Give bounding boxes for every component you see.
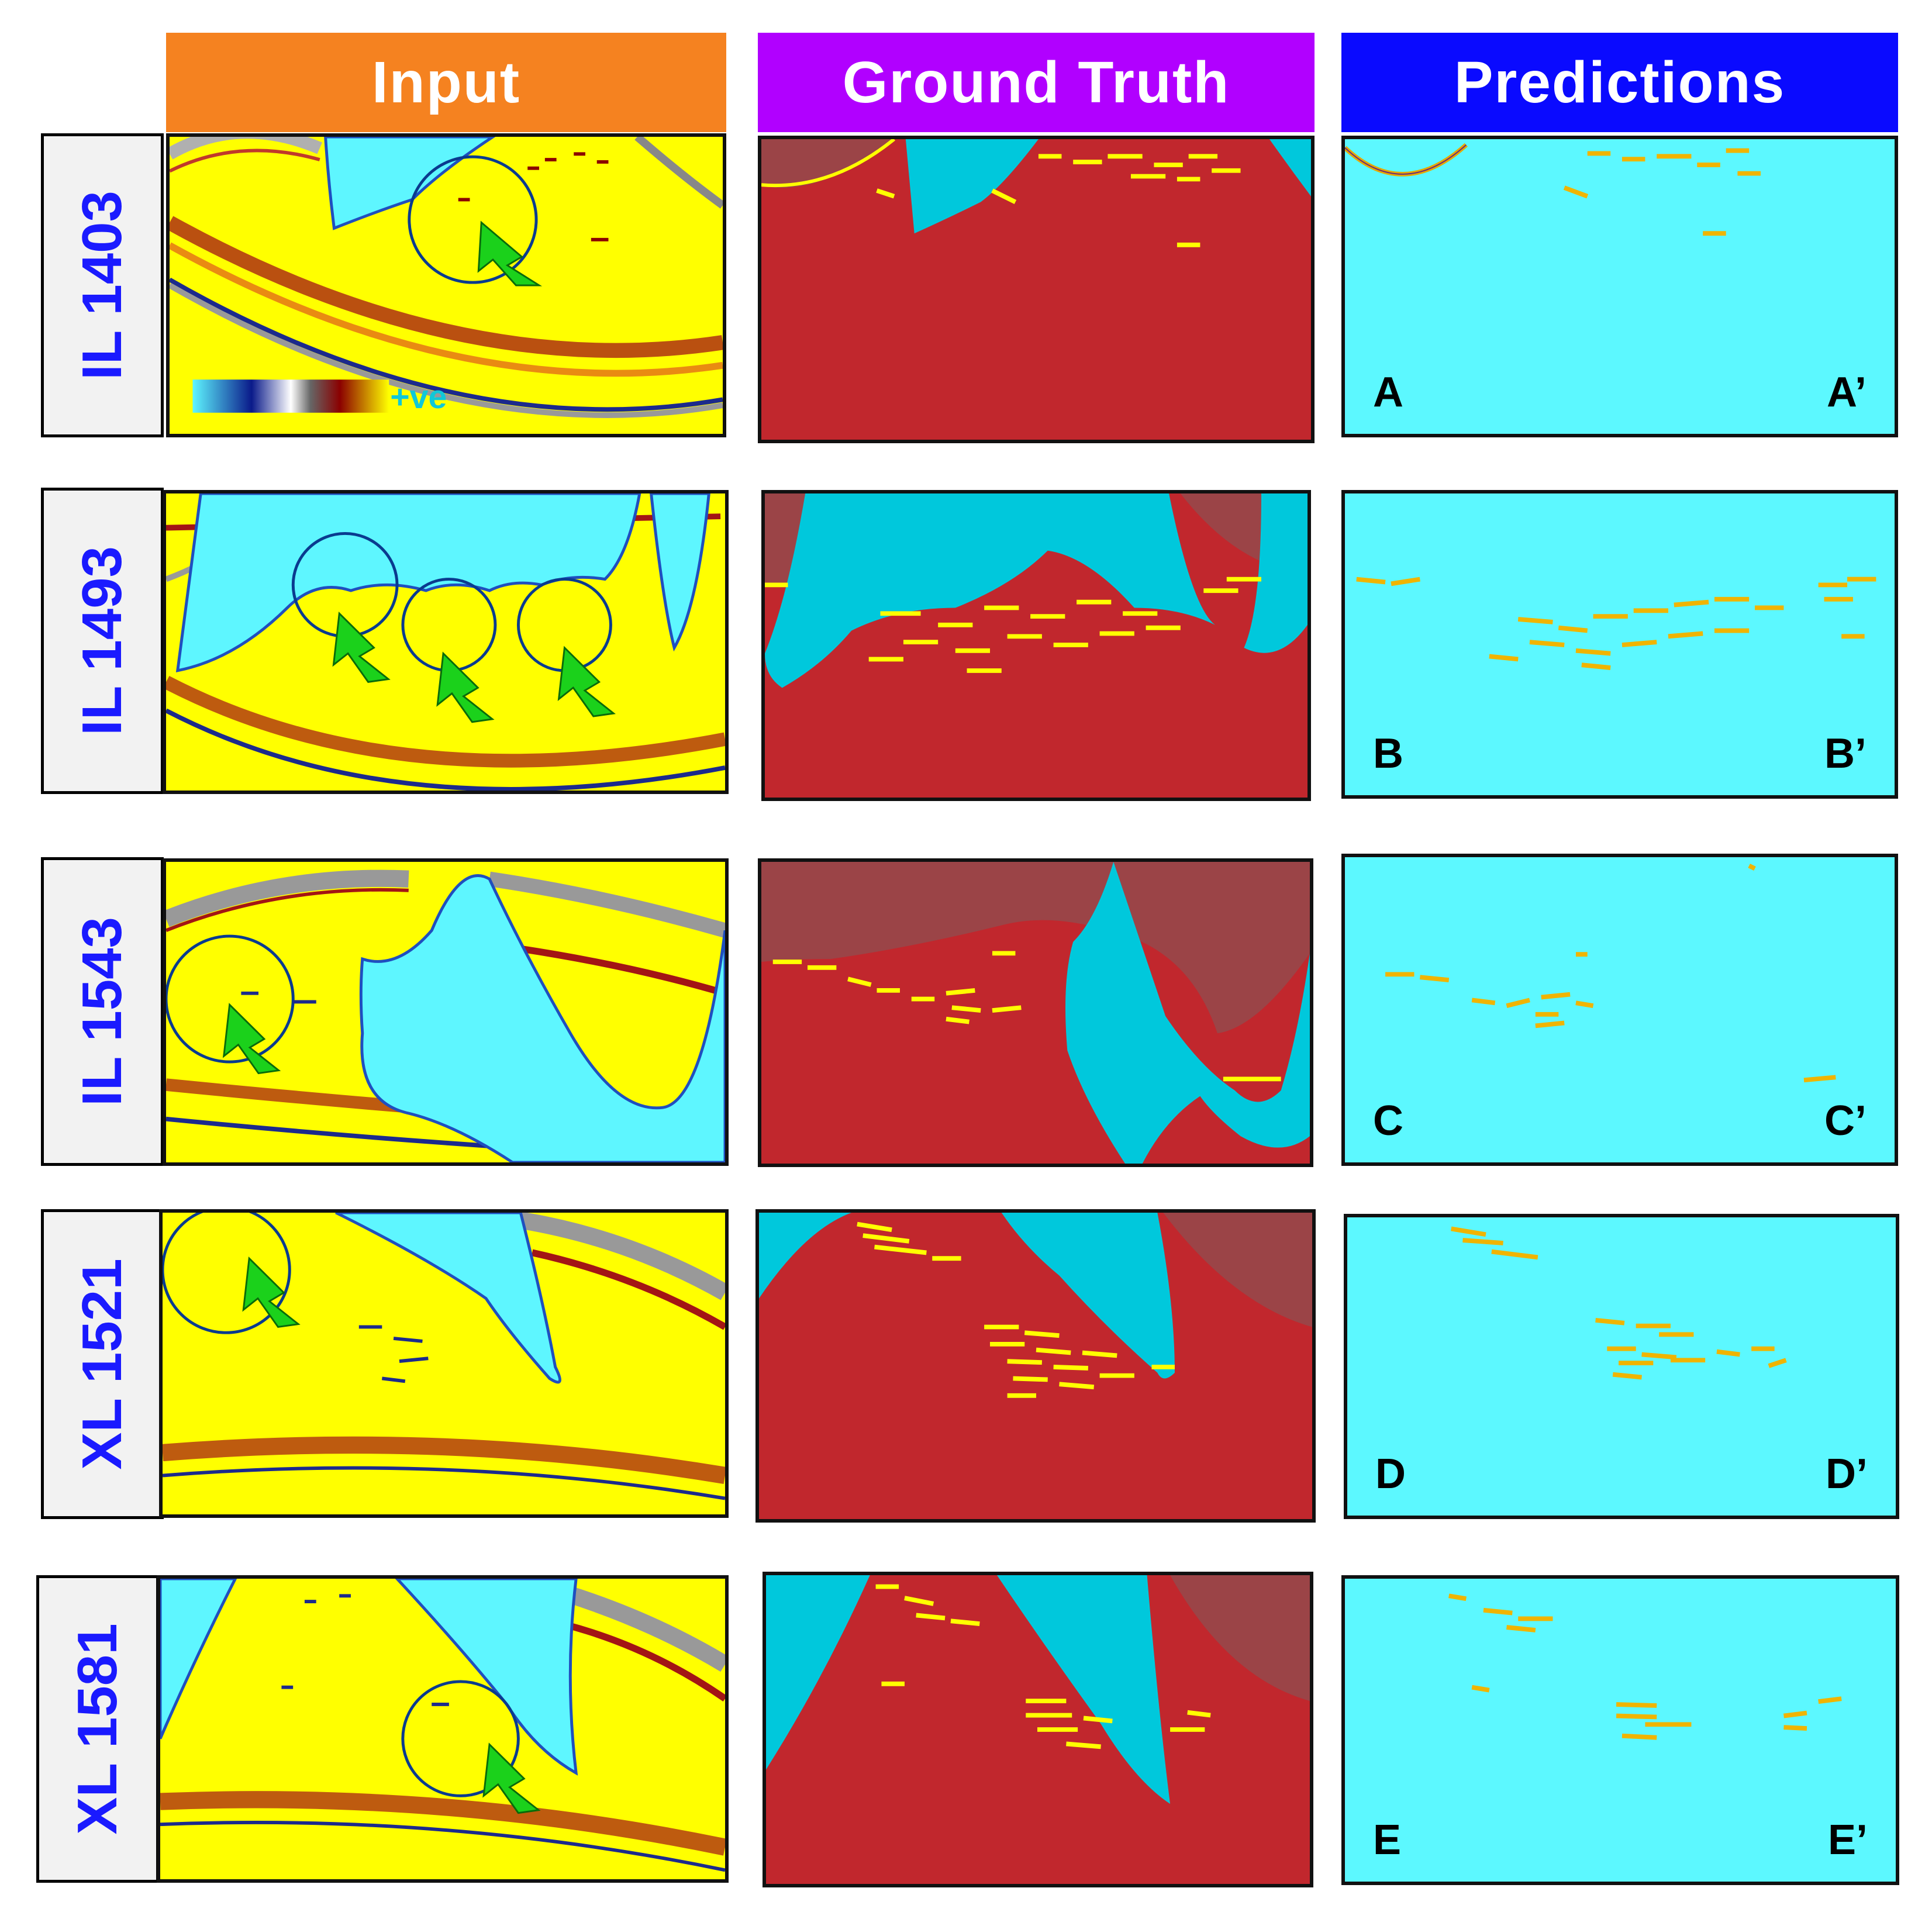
ground-truth-image xyxy=(766,1575,1310,1884)
ground-truth-panel-4 xyxy=(755,1209,1316,1523)
ground-truth-header-label: Ground Truth xyxy=(842,49,1230,115)
section-end-marker: E’ xyxy=(1827,1817,1868,1863)
section-start-marker: B xyxy=(1373,730,1403,777)
predictions-header: Predictions xyxy=(1341,33,1898,132)
seismic-input-image: +ve xyxy=(170,137,723,434)
ground-truth-panel-2 xyxy=(761,490,1311,801)
row-label-3: IL 1543 xyxy=(41,857,164,1166)
ground-truth-image xyxy=(761,862,1310,1164)
row-label-text: XL 1521 xyxy=(71,1258,133,1470)
seismic-input-image xyxy=(160,1579,725,1879)
input-panel-2 xyxy=(163,490,729,794)
row-label-text: IL 1543 xyxy=(71,917,133,1106)
prediction-image xyxy=(1345,493,1895,795)
input-header: Input xyxy=(166,33,726,132)
section-end-marker: C’ xyxy=(1824,1097,1867,1144)
section-start-marker: E xyxy=(1373,1817,1402,1863)
seismic-input-image xyxy=(163,1213,725,1514)
section-start-marker: A xyxy=(1373,369,1403,416)
ground-truth-panel-3 xyxy=(758,858,1313,1167)
prediction-image xyxy=(1345,139,1895,434)
prediction-image xyxy=(1345,1579,1896,1882)
row-label-4: XL 1521 xyxy=(41,1209,164,1519)
prediction-panel-3: C C’ xyxy=(1341,854,1898,1166)
colorbar-label: +ve xyxy=(390,378,447,416)
predictions-header-label: Predictions xyxy=(1454,49,1786,115)
prediction-panel-5: E E’ xyxy=(1341,1575,1899,1885)
prediction-panel-4: D D’ xyxy=(1344,1214,1899,1519)
row-label-text: IL 1493 xyxy=(71,546,133,736)
seismic-input-image xyxy=(166,862,725,1162)
input-panel-1: +ve xyxy=(166,133,726,437)
ground-truth-panel-5 xyxy=(763,1572,1313,1887)
colorbar xyxy=(192,379,389,413)
row-label-2: IL 1493 xyxy=(41,488,164,794)
input-panel-3 xyxy=(163,858,729,1166)
input-panel-4 xyxy=(159,1209,729,1518)
ground-truth-panel-1 xyxy=(758,136,1315,443)
ground-truth-image xyxy=(759,1213,1312,1519)
prediction-panel-1: A A’ xyxy=(1341,136,1898,437)
ground-truth-image xyxy=(761,139,1311,440)
row-label-text: IL 1403 xyxy=(71,191,133,380)
section-start-marker: C xyxy=(1373,1097,1403,1144)
row-label-text: XL 1581 xyxy=(66,1623,129,1835)
section-start-marker: D xyxy=(1375,1451,1406,1497)
row-label-5: XL 1581 xyxy=(36,1575,159,1883)
input-panel-5 xyxy=(157,1575,729,1883)
prediction-panel-2: B B’ xyxy=(1341,490,1898,799)
seismic-input-image xyxy=(166,493,725,791)
row-label-1: IL 1403 xyxy=(41,133,164,437)
ground-truth-header: Ground Truth xyxy=(758,33,1315,132)
section-end-marker: D’ xyxy=(1826,1451,1868,1497)
section-end-marker: B’ xyxy=(1824,730,1867,777)
prediction-image xyxy=(1345,857,1895,1162)
prediction-image xyxy=(1347,1217,1896,1516)
ground-truth-image xyxy=(765,493,1307,798)
section-end-marker: A’ xyxy=(1826,369,1867,416)
input-header-label: Input xyxy=(371,49,521,115)
